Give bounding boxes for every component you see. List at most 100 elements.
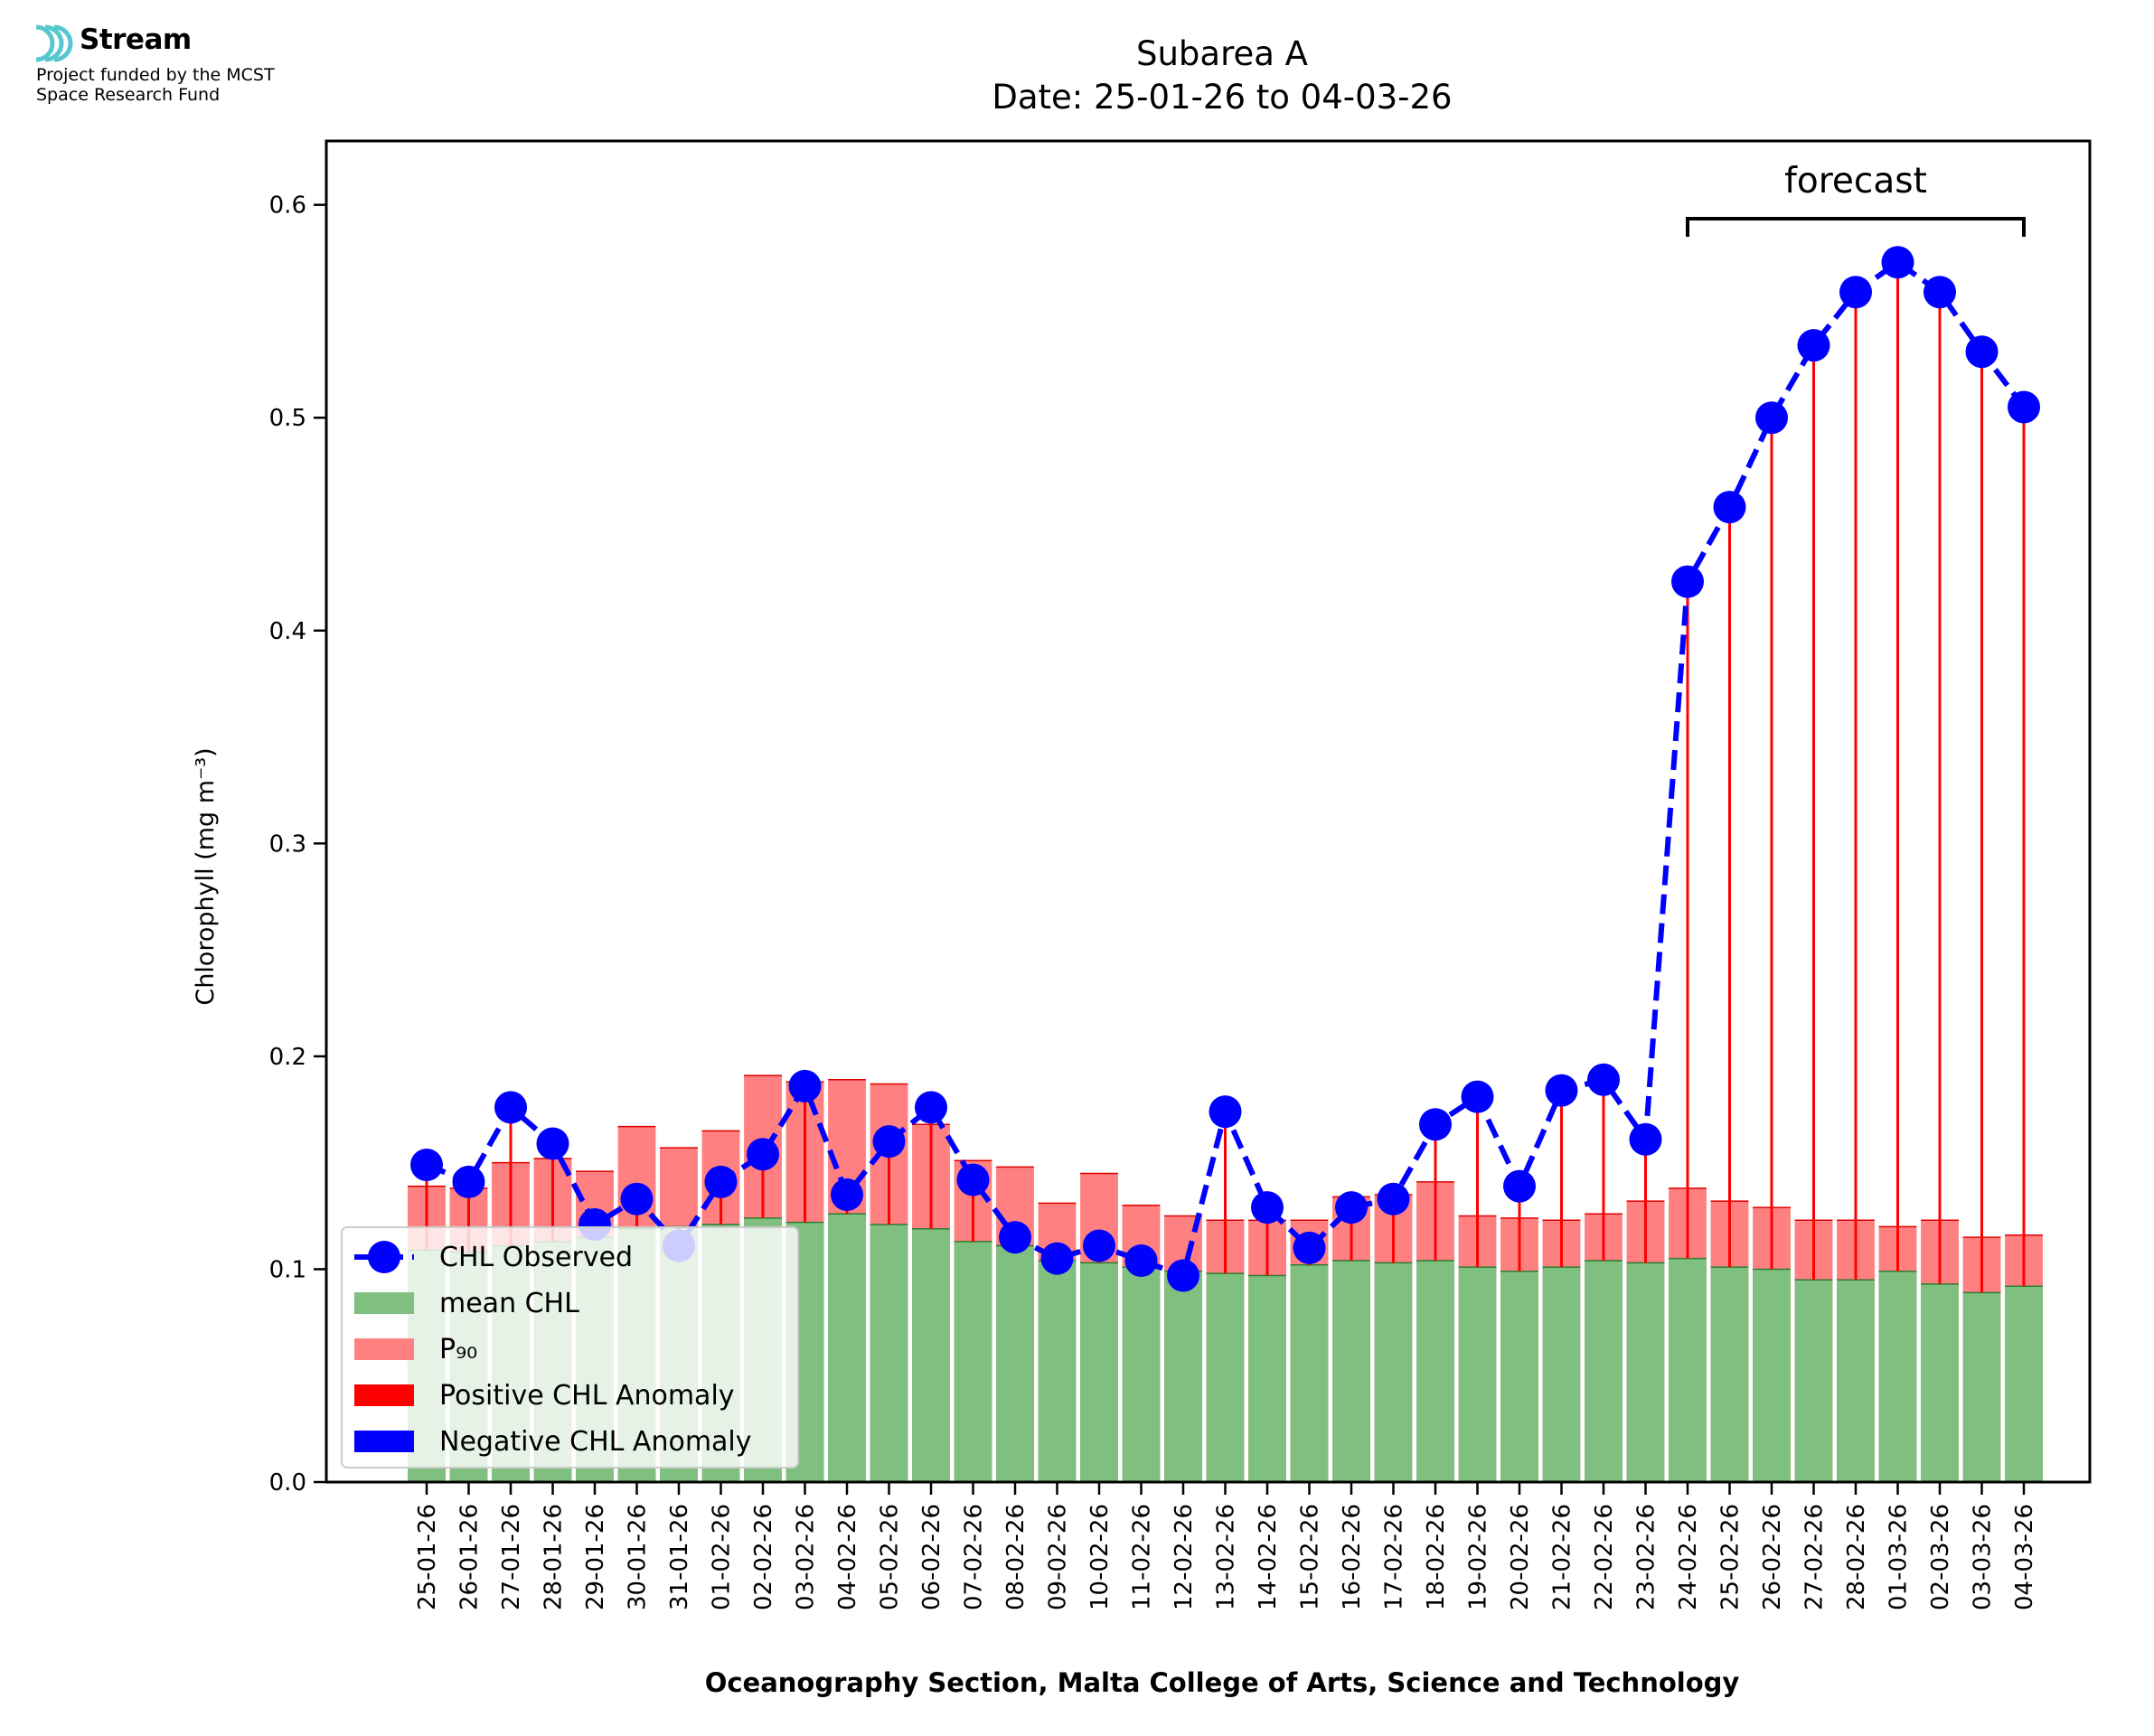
mean-chl-bar	[1626, 1262, 1665, 1482]
logo-line-1: Project funded by the MCST	[36, 65, 275, 85]
x-tick-label: 22-02-26	[1591, 1504, 1618, 1610]
x-tick-label: 18-02-26	[1423, 1504, 1450, 1610]
chl-observed-point	[1461, 1080, 1494, 1113]
x-tick-label: 26-02-26	[1759, 1504, 1786, 1610]
x-tick-label: 05-02-26	[877, 1504, 904, 1610]
chl-observed-point	[1503, 1169, 1536, 1203]
y-tick-label: 0.0	[269, 1469, 306, 1497]
x-tick-label: 19-02-26	[1465, 1504, 1492, 1610]
x-tick-label: 20-02-26	[1507, 1504, 1534, 1610]
chl-observed-point	[1335, 1191, 1368, 1225]
chl-observed-point	[1209, 1095, 1242, 1129]
legend: CHL Observed mean CHL P₉₀ Positive CHL Anom…	[341, 1226, 799, 1469]
chl-observed-point	[1671, 565, 1704, 598]
mean-chl-bar	[1290, 1264, 1329, 1482]
y-tick-label: 0.2	[269, 1044, 306, 1071]
legend-label: mean CHL	[439, 1288, 579, 1319]
mean-chl-bar	[1416, 1261, 1454, 1482]
stream-logo: Stream Project funded by the MCST Space …	[33, 22, 275, 105]
y-axis-label: Chlorophyll (mg m⁻³)	[192, 747, 220, 1005]
mean-chl-bar	[1080, 1262, 1118, 1482]
chl-observed-point	[2008, 390, 2040, 424]
chl-observed-point	[1965, 335, 1999, 369]
y-tick-label: 0.4	[269, 618, 306, 645]
x-tick-label: 07-02-26	[961, 1504, 988, 1610]
chart-subtitle: Date: 25-01-26 to 04-03-26	[992, 78, 1452, 117]
chl-observed-point	[747, 1138, 779, 1171]
x-tick-label: 25-02-26	[1717, 1504, 1745, 1610]
mean-chl-bar	[1122, 1267, 1161, 1482]
chl-observed-point	[1124, 1244, 1158, 1278]
x-tick-label: 27-01-26	[498, 1504, 525, 1610]
mean-chl-bar	[1837, 1280, 1875, 1482]
mean-chl-bar	[1753, 1269, 1791, 1482]
x-tick-label: 31-01-26	[666, 1504, 693, 1610]
x-tick-label: 08-02-26	[1002, 1504, 1030, 1610]
mean-chl-bar	[1038, 1261, 1077, 1482]
mean-chl-bar	[1458, 1267, 1497, 1482]
x-tick-label: 04-02-26	[834, 1504, 861, 1610]
mean-chl-bar	[1332, 1261, 1370, 1482]
y-tick-label: 0.5	[269, 405, 306, 432]
x-tick-label: 06-02-26	[918, 1504, 945, 1610]
x-tick-label: 14-02-26	[1255, 1504, 1282, 1610]
chl-observed-point	[1293, 1231, 1326, 1264]
chl-observed-point	[956, 1163, 990, 1196]
x-tick-label: 13-02-26	[1213, 1504, 1240, 1610]
mean-chl-bar	[1710, 1267, 1749, 1482]
y-tick-label: 0.1	[269, 1256, 306, 1283]
chl-observed-point	[831, 1178, 863, 1211]
chl-observed-point	[1713, 491, 1746, 524]
y-tick-label: 0.6	[269, 192, 306, 220]
chl-observed-point	[1755, 401, 1788, 435]
mean-chl-bar	[1585, 1261, 1623, 1482]
chl-observed-point	[452, 1165, 485, 1198]
forecast-bracket	[1686, 217, 2026, 237]
mean-chl-bar	[1164, 1271, 1202, 1482]
x-tick-label: 23-02-26	[1633, 1504, 1660, 1610]
x-tick-label: 27-02-26	[1801, 1504, 1829, 1610]
chl-observed-point	[410, 1149, 443, 1182]
x-tick-label: 15-02-26	[1297, 1504, 1324, 1610]
x-tick-label: 26-01-26	[456, 1504, 484, 1610]
x-tick-label: 01-02-26	[709, 1504, 736, 1610]
forecast-label: forecast	[1784, 161, 1927, 202]
mean-chl-bar	[1962, 1292, 2001, 1482]
x-tick-label: 01-03-26	[1886, 1504, 1913, 1610]
plot-area: 0.0 0.1 0.2 0.3 0.4 0.5 0.6 25-01-26 26-01-26 27-…	[269, 139, 2092, 1610]
x-tick-label: 28-02-26	[1843, 1504, 1870, 1610]
chl-observed-point	[1083, 1229, 1115, 1262]
x-tick-label: 30-01-26	[625, 1504, 652, 1610]
mean-chl-bar	[1921, 1283, 1959, 1482]
mean-chl-bar	[1500, 1271, 1538, 1482]
chl-observed-point	[1251, 1191, 1284, 1225]
chl-observed-point	[536, 1127, 569, 1160]
stream-logo-icon	[35, 24, 73, 62]
chl-observed-point	[872, 1125, 906, 1159]
x-tick-label: 24-02-26	[1675, 1504, 1702, 1610]
chl-observed-point	[1587, 1063, 1620, 1096]
chl-observed-point	[1040, 1242, 1074, 1275]
axes-frame	[325, 139, 2092, 1484]
x-tick-label: 10-02-26	[1086, 1504, 1114, 1610]
mean-chl-bar	[1794, 1280, 1833, 1482]
y-tick-label: 0.3	[269, 830, 306, 858]
legend-box	[341, 1226, 799, 1469]
chl-observed-point	[620, 1182, 654, 1215]
legend-swatch	[354, 1338, 414, 1360]
x-tick-label: 09-02-26	[1045, 1504, 1072, 1610]
x-tick-label: 02-02-26	[750, 1504, 777, 1610]
legend-label: P₉₀	[439, 1334, 477, 1365]
x-tick-label: 12-02-26	[1171, 1504, 1198, 1610]
legend-swatch	[354, 1431, 414, 1452]
x-tick-label: 16-02-26	[1339, 1504, 1366, 1610]
x-tick-label: 25-01-26	[414, 1504, 441, 1610]
chl-observed-point	[1839, 276, 1872, 309]
x-tick-label: 04-03-26	[2011, 1504, 2038, 1610]
chl-observed-point	[1629, 1122, 1662, 1156]
mean-chl-bar	[1374, 1262, 1413, 1482]
chl-observed-point	[1797, 329, 1830, 362]
chl-observed-point	[1924, 276, 1956, 309]
mean-chl-bar	[1878, 1271, 1917, 1482]
